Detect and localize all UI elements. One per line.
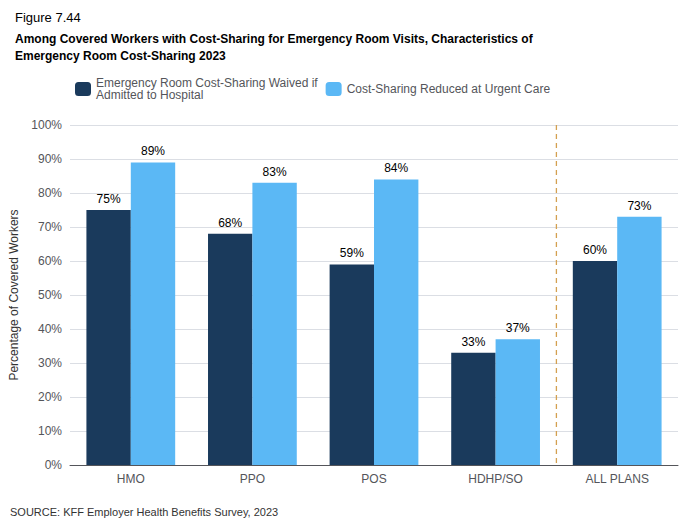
svg-text:75%: 75% bbox=[97, 192, 121, 206]
svg-text:89%: 89% bbox=[141, 144, 165, 158]
svg-text:30%: 30% bbox=[38, 356, 62, 370]
svg-text:100%: 100% bbox=[31, 118, 62, 132]
svg-text:Emergency Room Cost-Sharing Wa: Emergency Room Cost-Sharing Waived if bbox=[96, 76, 318, 90]
svg-text:70%: 70% bbox=[38, 220, 62, 234]
svg-text:Emergency Room Cost-Sharing 20: Emergency Room Cost-Sharing 2023 bbox=[15, 49, 226, 63]
svg-text:POS: POS bbox=[361, 472, 386, 486]
svg-text:Percentage of Covered Workers: Percentage of Covered Workers bbox=[7, 209, 21, 380]
svg-text:60%: 60% bbox=[38, 254, 62, 268]
svg-text:ALL PLANS: ALL PLANS bbox=[585, 472, 649, 486]
svg-text:73%: 73% bbox=[627, 199, 651, 213]
svg-text:HDHP/SO: HDHP/SO bbox=[468, 472, 523, 486]
svg-text:SOURCE: KFF Employer Health Be: SOURCE: KFF Employer Health Benefits Sur… bbox=[10, 506, 278, 518]
svg-text:40%: 40% bbox=[38, 322, 62, 336]
svg-text:20%: 20% bbox=[38, 390, 62, 404]
svg-text:Cost-Sharing Reduced at Urgent: Cost-Sharing Reduced at Urgent Care bbox=[347, 82, 551, 96]
svg-text:68%: 68% bbox=[218, 216, 242, 230]
svg-text:50%: 50% bbox=[38, 288, 62, 302]
svg-text:PPO: PPO bbox=[240, 472, 265, 486]
svg-text:Among Covered Workers with Cos: Among Covered Workers with Cost-Sharing … bbox=[15, 32, 534, 46]
svg-text:80%: 80% bbox=[38, 186, 62, 200]
svg-text:84%: 84% bbox=[384, 161, 408, 175]
svg-text:33%: 33% bbox=[461, 335, 485, 349]
svg-text:Figure 7.44: Figure 7.44 bbox=[15, 10, 81, 25]
svg-text:59%: 59% bbox=[340, 246, 364, 260]
svg-text:90%: 90% bbox=[38, 152, 62, 166]
svg-text:0%: 0% bbox=[45, 458, 63, 472]
svg-text:83%: 83% bbox=[263, 165, 287, 179]
svg-text:60%: 60% bbox=[583, 243, 607, 257]
svg-text:10%: 10% bbox=[38, 424, 62, 438]
svg-text:HMO: HMO bbox=[117, 472, 145, 486]
svg-text:37%: 37% bbox=[506, 321, 530, 335]
svg-text:Admitted to Hospital: Admitted to Hospital bbox=[96, 88, 203, 102]
